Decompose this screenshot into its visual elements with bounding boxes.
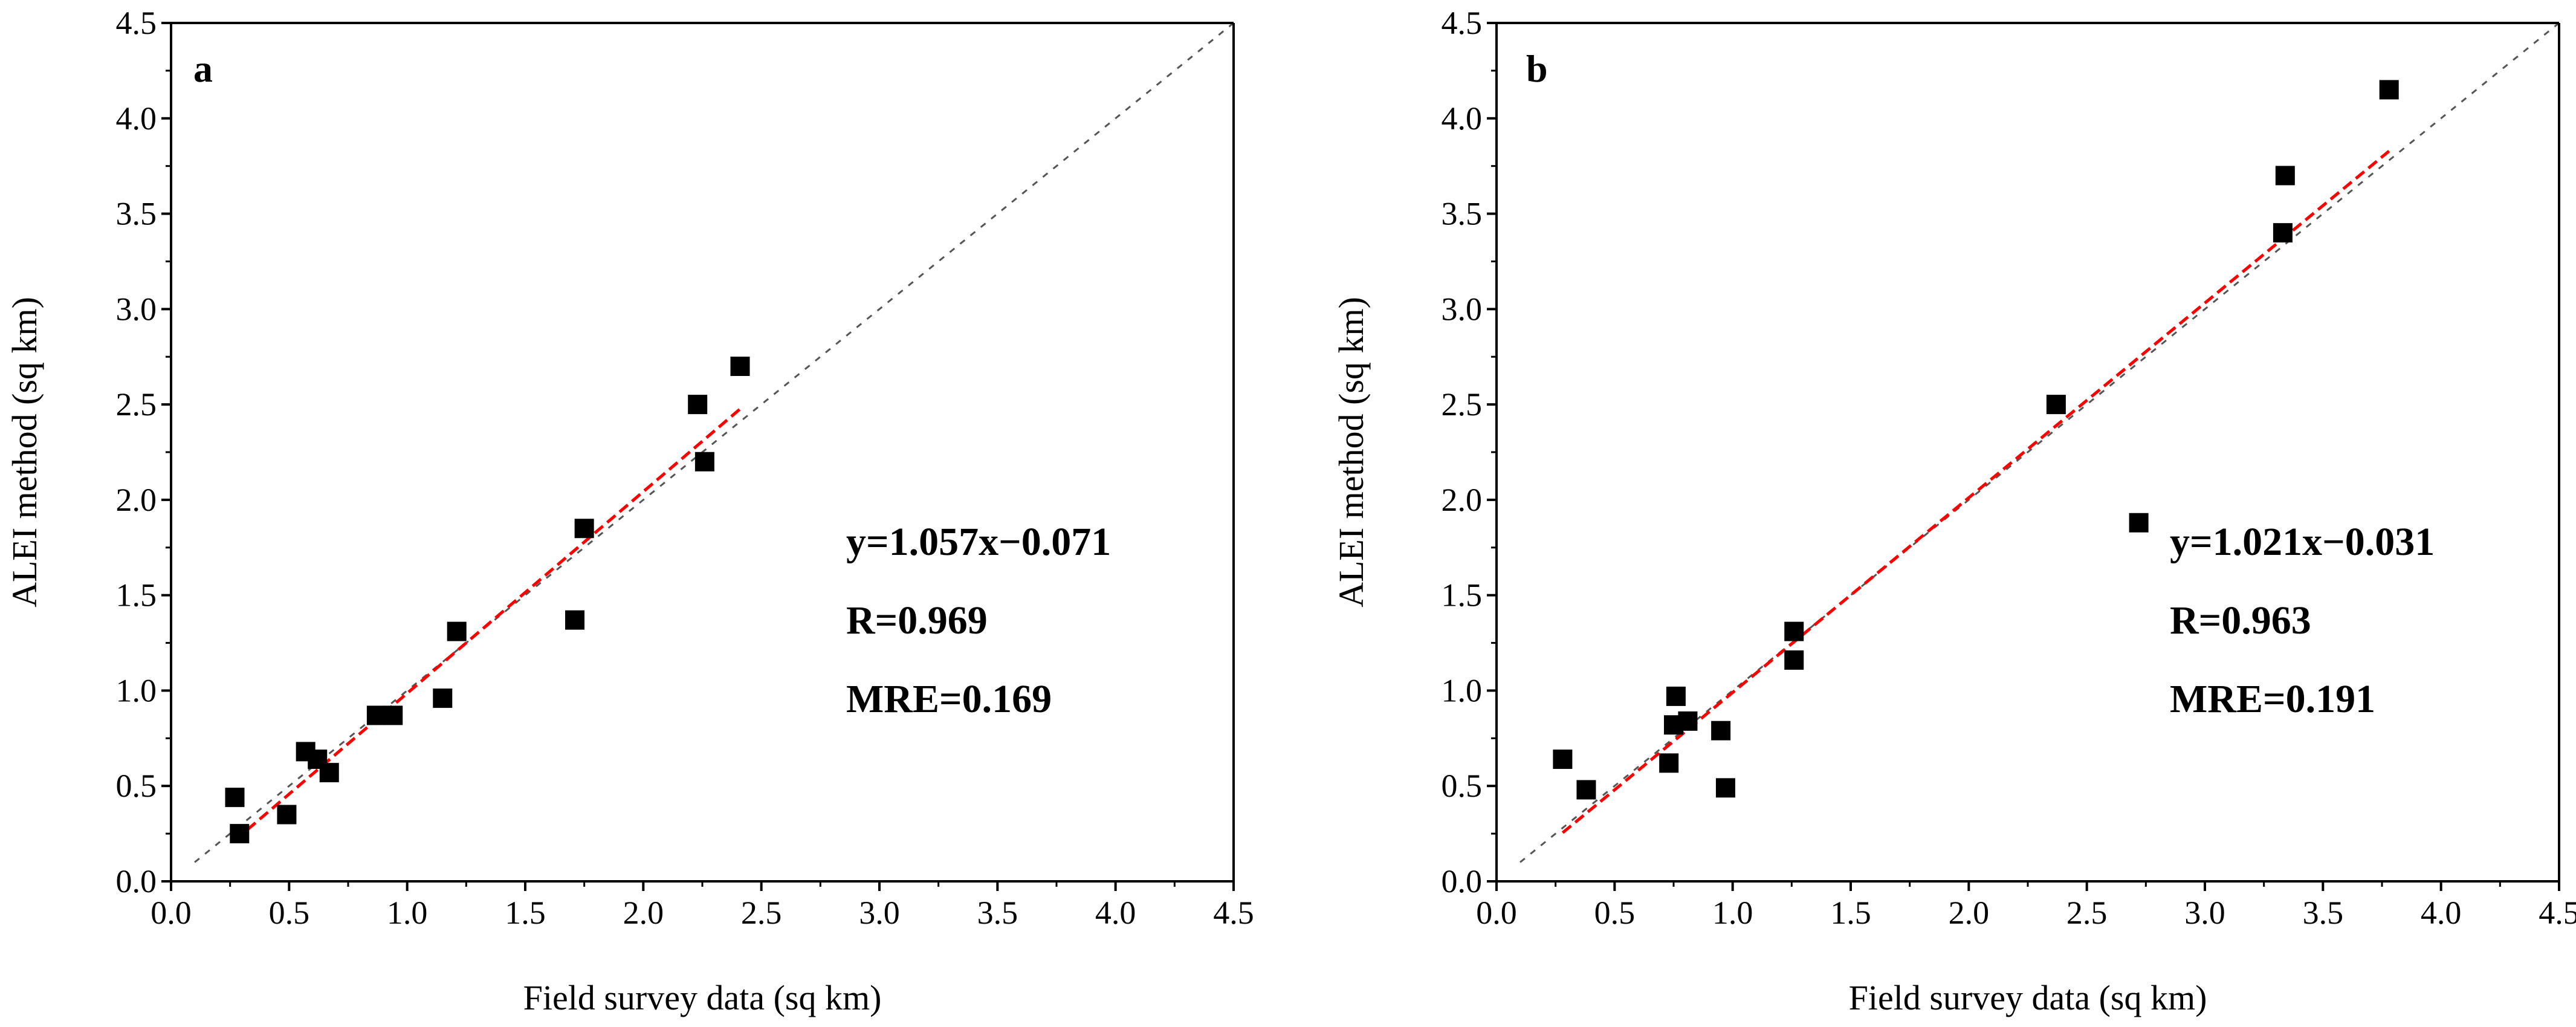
data-point-b-10 xyxy=(2046,395,2066,415)
y-tick-label-b-2: 1.0 xyxy=(1442,672,1483,708)
y-tick-label-a-7: 3.5 xyxy=(116,196,157,232)
data-point-b-6 xyxy=(1711,721,1731,740)
x-tick-label-b-9: 4.5 xyxy=(2539,895,2576,931)
data-point-b-12 xyxy=(2273,223,2293,243)
panel-a: 0.0 0.5 1.0 1.5 2.0 2.5 3.0 3.5 4.0 4.5 0.0 0.5 1.0 1… xyxy=(5,5,1254,1017)
x-tick-label-b-7: 3.5 xyxy=(2303,895,2344,931)
y-tick-label-b-6: 3.0 xyxy=(1442,291,1483,327)
x-tick-label-b-6: 3.0 xyxy=(2184,895,2225,931)
data-point-b-4 xyxy=(1666,686,1686,706)
data-point-b-1 xyxy=(1576,780,1596,800)
data-point-a-12 xyxy=(688,395,708,415)
data-point-b-5 xyxy=(1678,711,1698,731)
y-tick-label-a-3: 1.5 xyxy=(116,577,157,614)
panel-label-b: b xyxy=(1526,47,1548,90)
x-tick-label-a-0: 0.0 xyxy=(150,895,192,931)
x-tick-label-a-3: 1.5 xyxy=(505,895,546,931)
r-value-b: R=0.963 xyxy=(2170,598,2311,643)
y-tick-label-b-1: 0.5 xyxy=(1442,768,1483,804)
data-point-a-10 xyxy=(565,610,585,630)
data-point-b-9 xyxy=(1784,621,1804,641)
y-tick-label-b-0: 0.0 xyxy=(1442,863,1483,899)
x-tick-label-a-9: 4.5 xyxy=(1213,895,1254,931)
data-point-a-2 xyxy=(277,805,297,825)
x-tick-label-b-0: 0.0 xyxy=(1476,895,1517,931)
y-tick-label-b-8: 4.0 xyxy=(1442,100,1483,137)
identity-line-a xyxy=(194,22,1234,863)
x-axis-title-a: Field survey data (sq km) xyxy=(523,978,882,1017)
x-axis-title-b: Field survey data (sq km) xyxy=(1849,978,2207,1017)
y-tick-label-b-9: 4.5 xyxy=(1442,5,1483,41)
panel-b: 0.0 0.5 1.0 1.5 2.0 2.5 3.0 3.5 4.0 4.5 0.0 0.5 1.0 1… xyxy=(1332,5,2576,1017)
x-tick-label-b-3: 1.5 xyxy=(1830,895,1871,931)
x-tick-label-b-5: 2.5 xyxy=(2066,895,2108,931)
data-point-a-7 xyxy=(383,705,403,725)
data-point-a-13 xyxy=(694,452,714,471)
x-tick-label-b-8: 4.0 xyxy=(2421,895,2462,931)
r-value-a: R=0.969 xyxy=(846,598,988,643)
fit-equation-a: y=1.057x−0.071 xyxy=(846,520,1111,564)
data-point-b-13 xyxy=(2275,166,2295,186)
data-point-a-9 xyxy=(447,621,467,641)
data-point-a-8 xyxy=(433,688,453,708)
plot-area-a: 0.0 0.5 1.0 1.5 2.0 2.5 3.0 3.5 4.0 4.5 0.0 0.5 1.0 1… xyxy=(116,5,1254,931)
mre-value-b: MRE=0.191 xyxy=(2170,677,2375,721)
data-point-a-0 xyxy=(225,788,245,808)
x-tick-label-a-8: 4.0 xyxy=(1095,895,1136,931)
identity-line-b xyxy=(1519,22,2560,863)
y-tick-label-a-5: 2.5 xyxy=(116,386,157,423)
y-tick-label-a-6: 3.0 xyxy=(116,291,157,327)
y-tick-label-a-8: 4.0 xyxy=(116,100,157,137)
data-point-a-11 xyxy=(574,519,594,539)
x-tick-label-b-1: 0.5 xyxy=(1594,895,1636,931)
data-point-b-7 xyxy=(1715,778,1735,798)
y-tick-label-b-5: 2.5 xyxy=(1442,386,1483,423)
data-point-b-0 xyxy=(1553,750,1573,769)
x-tick-label-a-1: 0.5 xyxy=(269,895,310,931)
y-axis-title-a: ALEI method (sq km) xyxy=(5,297,44,607)
data-point-a-6 xyxy=(366,705,386,725)
plot-area-b: 0.0 0.5 1.0 1.5 2.0 2.5 3.0 3.5 4.0 4.5 0.0 0.5 1.0 1… xyxy=(1442,5,2576,931)
y-tick-label-b-4: 2.0 xyxy=(1442,482,1483,518)
data-point-a-5 xyxy=(319,763,339,783)
y-axis-title-b: ALEI method (sq km) xyxy=(1332,297,1371,607)
y-tick-label-a-9: 4.5 xyxy=(116,5,157,41)
panel-label-a: a xyxy=(193,47,213,90)
data-point-b-8 xyxy=(1784,650,1804,670)
y-tick-label-b-3: 1.5 xyxy=(1442,577,1483,614)
data-point-a-1 xyxy=(230,824,250,844)
data-point-b-2 xyxy=(1659,753,1679,773)
x-tick-label-a-7: 3.5 xyxy=(977,895,1018,931)
fit-line-a xyxy=(233,407,742,842)
y-tick-label-a-1: 0.5 xyxy=(116,768,157,804)
fit-equation-b: y=1.021x−0.031 xyxy=(2170,520,2435,564)
y-tick-label-a-2: 1.0 xyxy=(116,672,157,708)
data-point-b-14 xyxy=(2379,80,2399,100)
x-tick-label-b-4: 2.0 xyxy=(1949,895,1990,931)
mre-value-a: MRE=0.169 xyxy=(846,677,1052,721)
data-point-a-14 xyxy=(730,357,750,376)
y-tick-label-a-4: 2.0 xyxy=(116,482,157,518)
x-tick-label-a-6: 3.0 xyxy=(859,895,900,931)
data-point-b-11 xyxy=(2129,513,2149,533)
x-tick-label-b-2: 1.0 xyxy=(1712,895,1753,931)
x-tick-label-a-5: 2.5 xyxy=(741,895,782,931)
x-tick-label-a-2: 1.0 xyxy=(387,895,428,931)
y-tick-label-a-0: 0.0 xyxy=(116,863,157,899)
x-tick-label-a-4: 2.0 xyxy=(623,895,664,931)
y-tick-label-b-7: 3.5 xyxy=(1442,196,1483,232)
